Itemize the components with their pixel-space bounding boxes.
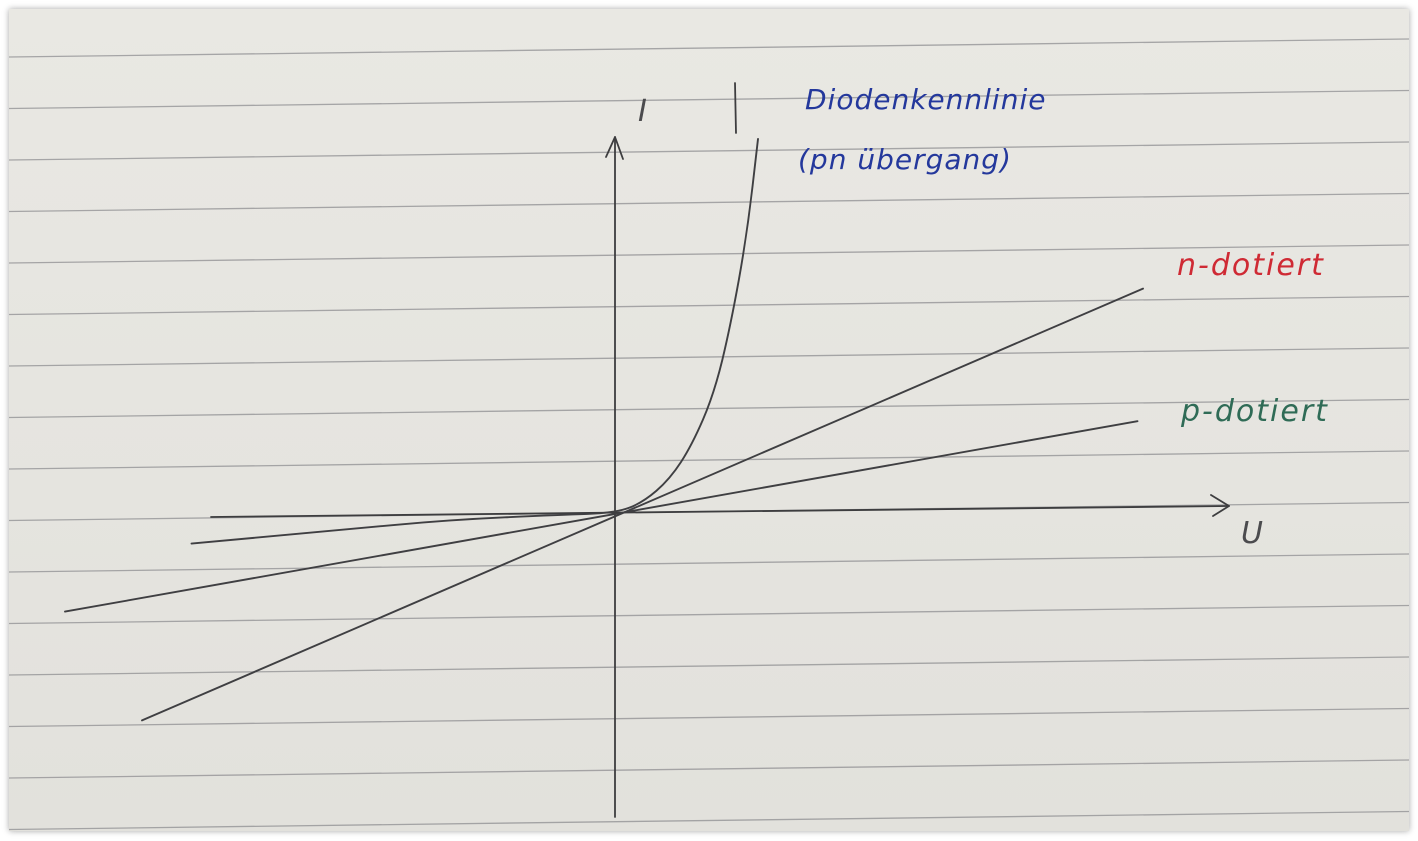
ruled-line xyxy=(9,141,1409,161)
series-label-diode: Diodenkennlinie xyxy=(805,83,1046,116)
ruled-line xyxy=(9,450,1409,470)
y-axis-label: I xyxy=(638,94,647,129)
series-p-doped-line xyxy=(64,420,1139,613)
ruled-line xyxy=(9,192,1409,213)
y-axis xyxy=(605,136,624,818)
ruled-line xyxy=(9,604,1409,625)
ruled-line xyxy=(9,810,1409,831)
x-axis xyxy=(210,494,1230,518)
series-label-n-doped: n-dotiert xyxy=(1177,248,1325,283)
x-axis-label: U xyxy=(1241,516,1263,551)
ruled-line xyxy=(9,759,1409,779)
ruled-line xyxy=(9,295,1409,316)
ruled-line xyxy=(9,89,1409,110)
ruled-line xyxy=(9,38,1409,58)
ruled-line xyxy=(9,656,1409,676)
series-diode-curve xyxy=(190,138,759,545)
sketch-chart: I U Diodenkennlinie (pn übergang) n-doti… xyxy=(9,38,1409,831)
ruled-line xyxy=(9,244,1409,264)
y-axis-stray-tick xyxy=(734,82,737,134)
ruled-line xyxy=(9,347,1409,367)
ruled-line xyxy=(9,553,1409,573)
notebook-ruled-lines xyxy=(9,38,1409,831)
series-label-diode-line2: (pn übergang) xyxy=(798,143,1012,176)
series-layer xyxy=(64,138,1144,722)
series-label-p-doped: p-dotiert xyxy=(1180,394,1329,429)
ruled-line xyxy=(9,398,1409,419)
notebook-page: I U Diodenkennlinie (pn übergang) n-doti… xyxy=(9,9,1409,831)
ruled-line xyxy=(9,707,1409,728)
series-n-doped-line xyxy=(141,287,1144,722)
